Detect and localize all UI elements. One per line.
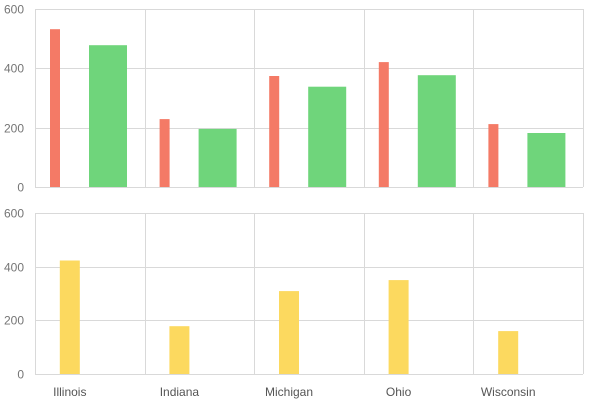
bar-michigan-series1 <box>269 76 280 187</box>
bar-wisconsin-series1 <box>488 124 499 187</box>
bar-michigan-series2 <box>308 86 347 187</box>
x-tick-label-wisconsin: Wisconsin <box>481 385 536 399</box>
bar-ohio-series1 <box>388 280 409 374</box>
bar-wisconsin-series2 <box>527 133 566 187</box>
y-tick-label: 0 <box>17 368 24 382</box>
y-tick-label: 600 <box>4 207 24 221</box>
bar-ohio-series1 <box>378 62 389 187</box>
y-tick-label: 200 <box>4 314 24 328</box>
bar-wisconsin-series1 <box>498 331 519 374</box>
y-tick-label: 0 <box>17 181 24 195</box>
bar-illinois-series1 <box>50 29 60 188</box>
bar-michigan-series1 <box>279 291 299 374</box>
chart-panel-2: 0 200 400 600 <box>4 207 584 382</box>
y-tick-label: 400 <box>4 261 24 275</box>
bar-indiana-series1 <box>159 119 170 187</box>
x-tick-label-indiana: Indiana <box>160 385 200 399</box>
bar-illinois-series1 <box>59 260 80 374</box>
x-tick-label-illinois: Illinois <box>53 385 86 399</box>
x-tick-label-ohio: Ohio <box>386 385 412 399</box>
y-tick-label: 200 <box>4 122 24 136</box>
chart-panel-1: 0 200 400 600 <box>4 3 584 195</box>
bar-indiana-series2 <box>198 128 237 187</box>
y-tick-label: 600 <box>4 3 24 17</box>
y-tick-label: 400 <box>4 62 24 76</box>
bar-indiana-series1 <box>169 326 190 374</box>
bar-illinois-series2 <box>89 45 127 188</box>
x-tick-label-michigan: Michigan <box>265 385 313 399</box>
bar-ohio-series2 <box>417 75 456 187</box>
